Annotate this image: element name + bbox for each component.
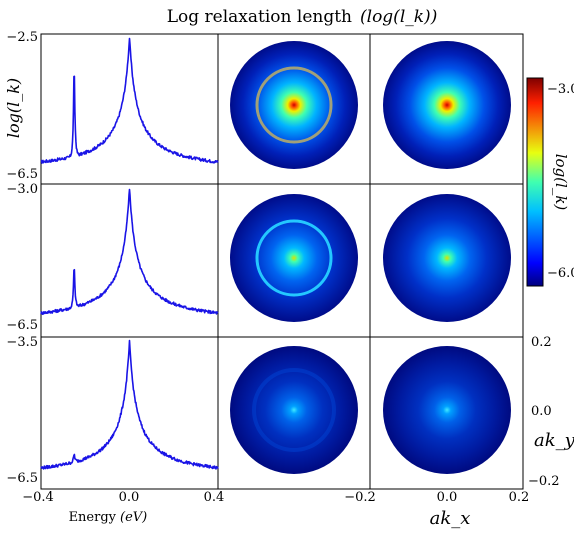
chart-title-math: (log(l_k)) <box>360 7 437 27</box>
map-ytick-center: 0.0 <box>531 404 552 419</box>
chart-title: Log relaxation length <box>167 7 352 27</box>
line-ylabel: log(l_k) <box>4 78 23 138</box>
colorbar-tick-bottom: −6.0 <box>547 266 574 281</box>
map-disk-middle-row1 <box>230 41 358 169</box>
map-xtick-left: −0.2 <box>344 490 376 505</box>
map-xtick-right: 0.2 <box>509 490 530 505</box>
line-panel-row1 <box>40 33 219 185</box>
map-disk-middle-row3 <box>230 346 358 474</box>
line-xtick-left: −0.4 <box>22 490 54 505</box>
colorbar-tick-top: −3.0 <box>547 82 574 97</box>
line-xtick-right: 0.4 <box>204 490 225 505</box>
map-ytick-bottom: −0.2 <box>528 474 560 489</box>
map-disk-right-row3 <box>383 346 511 474</box>
map-ytick-top: 0.2 <box>531 335 552 350</box>
ytick-row1-top: −2.5 <box>6 30 38 45</box>
line-xlabel: Energy <box>69 510 117 525</box>
map-ylabel: ak_y <box>534 430 574 451</box>
series-line-row3 <box>40 339 219 470</box>
series-line-row1 <box>40 37 219 164</box>
map-disk-right-row1 <box>383 41 511 169</box>
map-xlabel: ak_x <box>430 508 471 529</box>
map-panel-right-row3 <box>369 336 524 490</box>
line-panel-row2 <box>40 183 219 338</box>
map-ring-middle-row3 <box>252 368 336 452</box>
line-panel-row3 <box>40 336 219 490</box>
map-ring-middle-row1 <box>255 66 333 144</box>
map-ring-middle-row2 <box>255 219 333 297</box>
ytick-row1-bottom: −6.5 <box>6 167 38 182</box>
series-line-row2 <box>40 188 219 315</box>
colorbar-label: log(l_k) <box>552 154 570 211</box>
ytick-row3-bottom: −6.5 <box>6 471 38 486</box>
ytick-row2-top: −3.0 <box>6 182 38 197</box>
colorbar <box>526 77 544 287</box>
ytick-row2-bottom: −6.5 <box>6 318 38 333</box>
map-xtick-center: 0.0 <box>437 490 458 505</box>
line-xlabel-unit: (eV) <box>120 510 147 525</box>
line-xtick-center: 0.0 <box>119 490 140 505</box>
map-disk-right-row2 <box>383 194 511 322</box>
ytick-row3-top: −3.5 <box>6 335 38 350</box>
map-disk-middle-row2 <box>230 194 358 322</box>
